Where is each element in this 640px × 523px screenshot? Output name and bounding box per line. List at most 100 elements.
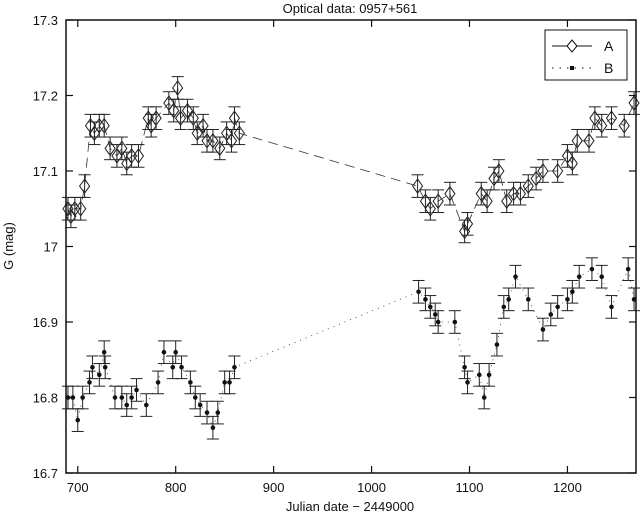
data-point-A <box>432 193 444 210</box>
data-point-B <box>589 266 595 272</box>
data-point-B <box>609 304 614 310</box>
data-point-B <box>112 395 118 400</box>
y-tick-label: 17.2 <box>33 89 58 104</box>
data-point-B <box>129 395 134 400</box>
data-point-A <box>132 148 145 164</box>
data-point-B <box>435 319 441 325</box>
data-point-B <box>476 372 482 378</box>
error-bar <box>98 113 111 138</box>
data-point-B <box>80 395 85 400</box>
chart-title: Optical data: 0957+561 <box>283 1 418 16</box>
data-point-B <box>432 312 438 317</box>
data-point-B <box>513 274 518 280</box>
data-point-A <box>150 110 162 127</box>
data-point-A <box>201 132 213 149</box>
data-point-A <box>530 170 542 187</box>
data-point-B <box>102 365 108 370</box>
data-point-A <box>589 110 601 127</box>
data-point-B <box>188 380 193 385</box>
data-point-B <box>144 402 149 408</box>
data-point-A <box>116 140 128 157</box>
x-tick-label: 700 <box>67 480 89 495</box>
data-point-A <box>69 200 81 217</box>
data-point-B <box>204 410 210 415</box>
data-point-B <box>161 349 167 355</box>
data-point-B <box>134 387 139 393</box>
y-tick-label: 16.9 <box>33 315 58 330</box>
y-tick-label: 17.1 <box>33 164 58 179</box>
data-point-B <box>428 304 433 310</box>
x-tick-label: 900 <box>263 480 285 495</box>
data-point-A <box>475 185 487 202</box>
data-point-B <box>631 297 637 302</box>
data-point-B <box>119 395 125 400</box>
data-point-A <box>493 163 505 179</box>
y-tick-label: 16.8 <box>33 391 58 406</box>
data-point-A <box>444 185 456 202</box>
data-point-B <box>452 319 458 325</box>
data-point-A <box>501 193 513 210</box>
data-point-B <box>465 380 470 385</box>
data-point-B <box>494 342 500 347</box>
data-point-A <box>181 102 194 119</box>
error-bar <box>605 106 618 130</box>
error-bar <box>500 189 513 214</box>
data-point-A <box>552 163 564 179</box>
data-point-B <box>599 274 605 280</box>
error-bar <box>61 196 74 221</box>
data-point-A <box>583 132 595 149</box>
data-point-B <box>192 395 198 400</box>
data-point-A <box>75 200 87 217</box>
data-point-B <box>486 372 492 378</box>
error-bar <box>171 76 184 100</box>
data-point-B <box>197 402 203 408</box>
error-bar <box>78 174 91 198</box>
data-point-A <box>522 178 534 194</box>
error-bar <box>461 212 474 236</box>
data-point-A <box>168 102 180 119</box>
data-point-B <box>481 395 487 400</box>
legend-label-b: B <box>604 60 613 76</box>
legend: A B <box>544 29 628 81</box>
data-point-B <box>215 410 221 415</box>
data-point-A <box>191 125 203 142</box>
error-bar <box>458 219 471 244</box>
error-bar <box>104 136 117 161</box>
y-tick-label: 17.3 <box>33 13 58 28</box>
data-point-B <box>96 372 102 378</box>
data-point-A <box>84 117 97 134</box>
error-bar <box>475 181 488 206</box>
data-point-A <box>174 110 187 127</box>
data-point-B <box>625 266 631 272</box>
data-point-B <box>170 365 176 370</box>
x-tick-label: 1200 <box>553 480 582 495</box>
data-point-B <box>570 289 575 295</box>
data-point-A <box>605 110 618 127</box>
error-bar <box>142 106 155 130</box>
data-point-A <box>214 140 226 157</box>
data-point-A <box>187 110 199 127</box>
data-point-B <box>416 289 421 295</box>
data-point-B <box>525 297 531 302</box>
data-point-A <box>628 95 640 111</box>
series-line-B <box>67 267 635 429</box>
data-point-A <box>571 132 583 149</box>
error-bar <box>566 151 579 176</box>
error-bar <box>181 98 194 123</box>
error-bar <box>530 166 543 191</box>
data-point-A <box>424 200 436 217</box>
data-point-A <box>596 117 608 134</box>
error-bar <box>233 121 246 146</box>
series-line-A <box>67 87 635 233</box>
data-point-B <box>555 304 560 310</box>
legend-diamond-icon <box>566 39 578 53</box>
error-bar <box>492 159 505 183</box>
legend-box <box>544 29 628 81</box>
y-tick-label: 17 <box>44 240 58 255</box>
data-point-A <box>233 125 245 142</box>
error-bar <box>150 106 163 130</box>
y-axis-label: G (mag) <box>1 222 16 270</box>
data-point-A <box>228 110 241 127</box>
error-bar <box>213 136 226 161</box>
